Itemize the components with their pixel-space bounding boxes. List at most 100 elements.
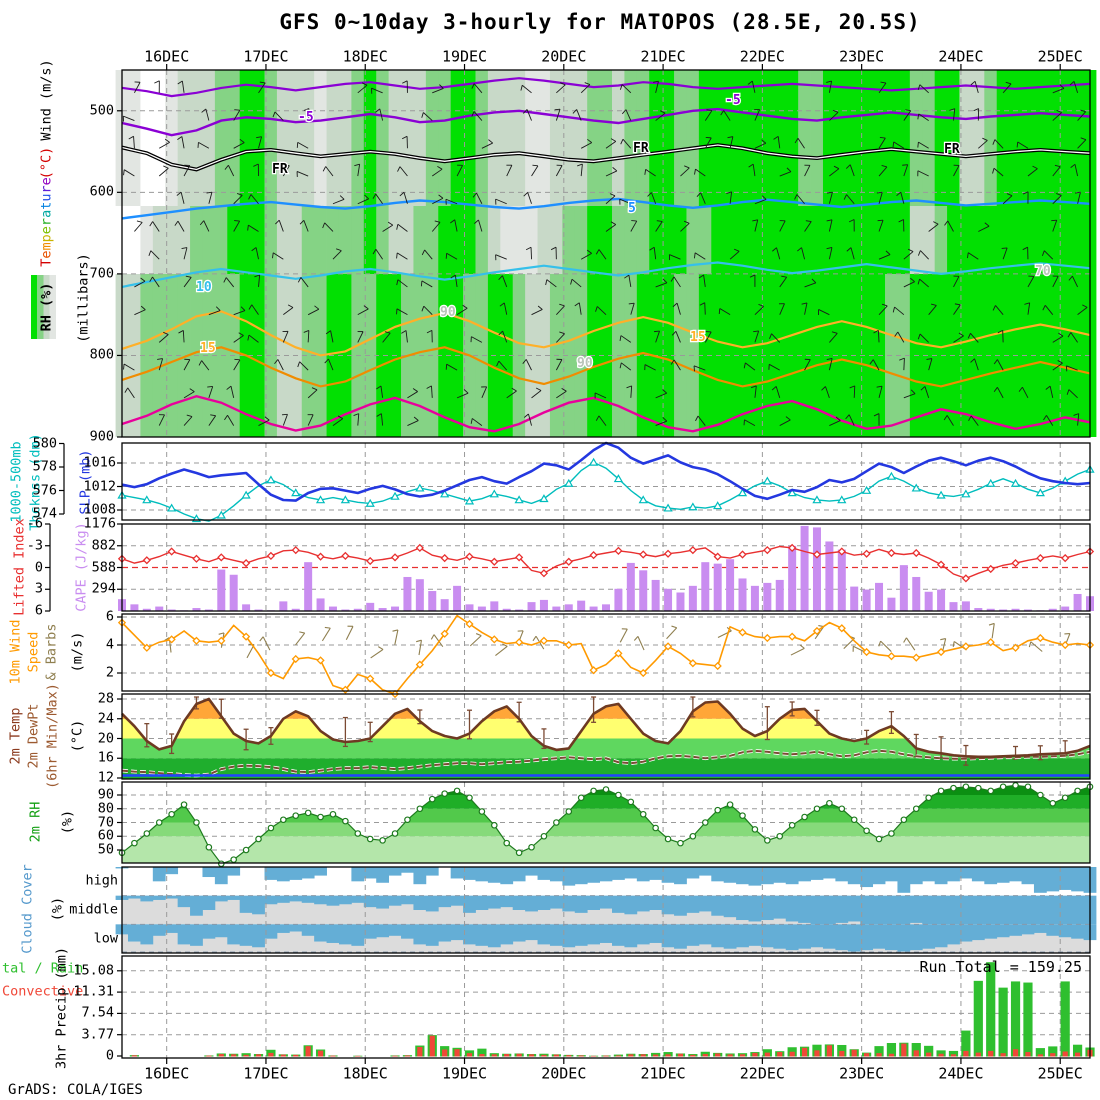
date-top-23DEC: 23DEC <box>839 47 885 66</box>
date-bottom-19DEC: 19DEC <box>441 1064 488 1083</box>
date-bottom-22DEC: 22DEC <box>739 1064 785 1083</box>
p5-tick-12: 12 <box>97 769 114 786</box>
p6-tick-90: 90 <box>97 786 114 803</box>
date-bottom-23DEC: 23DEC <box>839 1064 885 1083</box>
p4-tick-2: 2 <box>105 664 114 681</box>
p5-unit-label: (°C) <box>69 719 86 753</box>
p3-li-tick-0: 0 <box>34 558 43 575</box>
p2-thk-tick-580: 580 <box>32 434 57 451</box>
date-bottom-17DEC: 17DEC <box>243 1064 289 1083</box>
date-bottom-18DEC: 18DEC <box>342 1064 388 1083</box>
contour-label-FR: FR <box>272 162 288 177</box>
p5-tick-16: 16 <box>97 749 114 766</box>
p7-row-label-low: low <box>93 929 118 946</box>
p2-thk-tick-574: 574 <box>32 505 57 522</box>
p1-degc-axis-label: (°C) <box>38 146 55 180</box>
temperature-letter: r <box>38 217 55 227</box>
p2-slp-tick-1012: 1012 <box>83 477 116 494</box>
p3-li-tick--3: -3 <box>26 537 43 553</box>
p3-li-tick-3: 3 <box>34 580 43 597</box>
run-total-text: Run Total = 159.25 <box>919 958 1082 976</box>
p4-unit-label: (m/s) <box>69 631 86 673</box>
p3-li-tick--6: -6 <box>26 515 43 532</box>
contour-label--5: -5 <box>298 110 314 125</box>
grads-credit: GrADS: COLA/IGES <box>8 1082 143 1098</box>
p3-cape-tick-294: 294 <box>91 580 116 597</box>
contour-label-FR: FR <box>944 142 960 157</box>
temperature-letter: e <box>38 226 55 235</box>
p8-convective-label: Convective <box>2 983 84 1000</box>
p5-temp-label: 2m Temp <box>7 707 24 765</box>
p3-cape-label: CAPE (J/kg) <box>73 522 90 612</box>
contour-label-10: 10 <box>196 280 212 295</box>
temperature-letter: t <box>38 201 55 210</box>
p5-tick-28: 28 <box>97 690 114 707</box>
temperature-letter: r <box>38 185 55 194</box>
p3-cape-tick-1176: 1176 <box>83 515 116 532</box>
p3-cape-tick-882: 882 <box>91 537 116 553</box>
date-bottom-24DEC: 24DEC <box>938 1064 984 1083</box>
p4-tick-4: 4 <box>105 636 114 653</box>
p6-tick-80: 80 <box>97 800 114 816</box>
date-top-17DEC: 17DEC <box>243 47 289 66</box>
date-top-25DEC: 25DEC <box>1037 47 1083 66</box>
p5-dewpt-label: 2m DewPt <box>25 703 42 769</box>
date-bottom-16DEC: 16DEC <box>144 1064 190 1083</box>
rh-legend-swatch <box>31 275 62 339</box>
date-top-19DEC: 19DEC <box>441 47 488 66</box>
p4-wind-label-2: Speed <box>25 631 42 673</box>
p1-wind-axis-label: Wind (m/s) <box>38 59 55 141</box>
contour-label-15: 15 <box>690 330 706 345</box>
date-bottom-20DEC: 20DEC <box>541 1064 587 1083</box>
page-title: GFS 0~10day 3-hourly for MATOPOS (28.5E,… <box>279 10 921 34</box>
temperature-letter: u <box>38 193 55 202</box>
contour-label-15: 15 <box>200 341 216 356</box>
temperature-letter: m <box>38 242 55 251</box>
p6-tick-50: 50 <box>97 841 114 858</box>
temperature-letter: e <box>38 250 55 259</box>
p2-thickness-label-1: 1000-500mb <box>8 441 25 523</box>
p5-tick-24: 24 <box>97 710 114 726</box>
p4-wind-label-1: 10m Wind <box>7 619 24 685</box>
date-top-24DEC: 24DEC <box>938 47 984 66</box>
p1-tick-600: 600 <box>89 183 114 200</box>
p4-tick-6: 6 <box>105 608 114 625</box>
temperature-letter: e <box>38 177 55 186</box>
contour-label-90: 90 <box>577 356 593 371</box>
date-top-16DEC: 16DEC <box>144 47 190 66</box>
contour-label-70: 70 <box>1035 264 1051 279</box>
p7-row-label-middle: middle <box>69 901 118 918</box>
p8-tick-7.54: 7.54 <box>81 1004 114 1021</box>
date-top-18DEC: 18DEC <box>342 47 388 66</box>
p1-tick-900: 900 <box>89 428 114 445</box>
temperature-letter: a <box>38 209 55 218</box>
date-bottom-21DEC: 21DEC <box>640 1064 686 1083</box>
contour-label-FR: FR <box>633 141 649 156</box>
date-top-21DEC: 21DEC <box>640 47 686 66</box>
p8-tick-11.31: 11.31 <box>73 983 114 1000</box>
p8-tick-15.08: 15.08 <box>73 962 114 979</box>
p6-tick-60: 60 <box>97 827 114 844</box>
p7-cloud-cover-label: Cloud Cover <box>19 864 36 954</box>
p1-temperature-axis-label: Temperature <box>38 177 55 267</box>
p1-rh-legend-label: RH (%) <box>38 282 55 332</box>
date-top-22DEC: 22DEC <box>739 47 785 66</box>
contour-label-5: 5 <box>628 201 636 216</box>
p3-li-tick-6: 6 <box>34 602 43 619</box>
p1-tick-500: 500 <box>89 102 114 119</box>
p8-tick-3.77: 3.77 <box>81 1025 114 1042</box>
p2-thk-tick-578: 578 <box>32 458 57 475</box>
contour-label--5: -5 <box>725 93 741 108</box>
p8-total-rain-label: tal / Rain <box>2 960 84 977</box>
p6-rh-label: 2m RH <box>27 801 44 843</box>
contour-label-90: 90 <box>440 305 456 320</box>
p2-thk-tick-576: 576 <box>32 481 57 498</box>
p7-row-label-high: high <box>85 872 118 889</box>
p1-tick-700: 700 <box>89 265 114 282</box>
p3-lifted-index-label: Lifted Index <box>11 518 28 616</box>
p8-precip-axis-label: 3hr Precip (mm) <box>53 947 70 1069</box>
p2-slp-tick-1016: 1016 <box>83 454 116 471</box>
p6-unit-label: (%) <box>59 809 76 835</box>
